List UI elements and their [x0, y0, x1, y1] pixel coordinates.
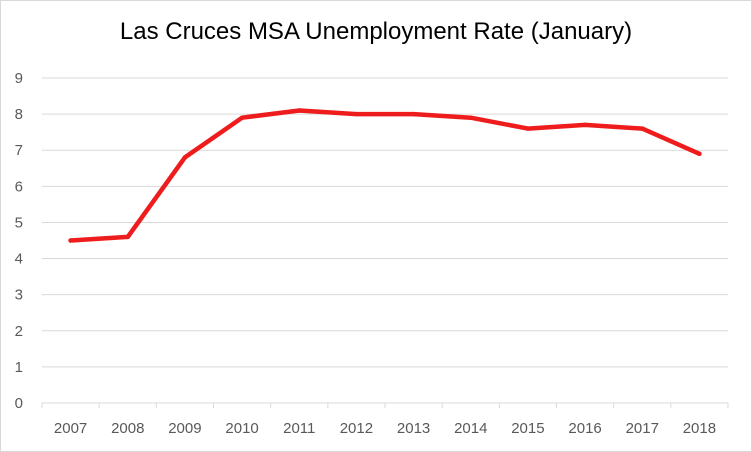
y-tick-label-6: 6	[15, 178, 23, 195]
tick-labels: 0 1 2 3 4 5 6 7 8 9 2007 2008 2009 2010 2011 2012 2013 20…	[15, 70, 716, 437]
data-point-2008	[125, 234, 130, 240]
gridlines	[42, 77, 728, 368]
x-tick-label-2012: 2012	[340, 420, 373, 437]
data-point-2018	[697, 151, 702, 157]
x-tick-label-2009: 2009	[168, 420, 201, 437]
y-tick-label-2: 2	[15, 323, 23, 340]
chart-title: Las Cruces MSA Unemployment Rate (Januar…	[119, 18, 633, 45]
y-tick-label-4: 4	[15, 251, 23, 268]
x-tick-label-2018: 2018	[683, 420, 716, 437]
data-point-2015	[525, 126, 531, 131]
x-tick-label-2007: 2007	[54, 420, 87, 437]
data-point-2010	[239, 115, 245, 120]
data-point-2014	[468, 115, 473, 120]
y-tick-label-3: 3	[15, 287, 23, 304]
series-line-0	[68, 108, 702, 243]
data-point-2016	[582, 122, 588, 128]
data-point-2013	[411, 111, 416, 117]
y-tick-label-0: 0	[15, 395, 23, 412]
data-point-2012	[354, 111, 359, 117]
series-layer	[68, 108, 702, 243]
y-tick-label-8: 8	[15, 106, 23, 123]
x-tick-label-2014: 2014	[454, 420, 487, 437]
data-point-2011	[297, 108, 302, 113]
x-tick-label-2013: 2013	[397, 420, 430, 437]
x-tick-label-2010: 2010	[225, 420, 258, 437]
axes	[41, 402, 729, 408]
x-tick-label-2016: 2016	[568, 420, 601, 437]
y-tick-label-5: 5	[15, 214, 23, 231]
x-tick-label-2015: 2015	[511, 420, 544, 437]
data-point-2017	[640, 126, 645, 131]
x-tick-label-2011: 2011	[283, 420, 315, 437]
y-tick-label-1: 1	[15, 359, 23, 376]
data-point-2007	[68, 238, 73, 243]
data-point-2009	[182, 155, 188, 160]
x-tick-label-2017: 2017	[626, 420, 659, 437]
y-tick-label-9: 9	[15, 70, 23, 87]
y-tick-label-7: 7	[15, 142, 23, 159]
x-tick-label-2008: 2008	[111, 420, 144, 437]
